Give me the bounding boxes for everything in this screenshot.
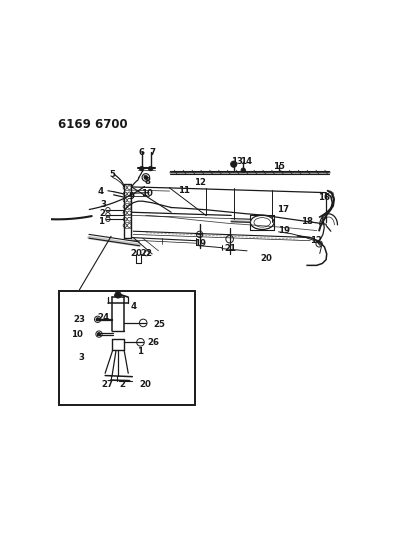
Text: 20: 20 [260,254,272,263]
Text: 14: 14 [240,157,253,166]
Text: 4: 4 [98,187,104,196]
Circle shape [241,168,246,172]
Text: 17: 17 [277,205,289,214]
Text: 16: 16 [319,192,330,201]
Circle shape [98,333,101,336]
Circle shape [144,175,148,180]
Text: 21: 21 [224,244,237,253]
Text: 11: 11 [178,185,190,195]
Text: 1: 1 [137,348,143,357]
Text: 20: 20 [131,249,142,259]
Text: 1: 1 [98,217,104,226]
Text: 24: 24 [98,313,110,322]
Text: 23: 23 [73,316,85,325]
Text: 27: 27 [102,380,114,389]
Text: 2: 2 [120,380,126,389]
Text: 2: 2 [99,209,105,219]
Circle shape [115,292,121,298]
Circle shape [96,318,99,321]
Bar [59,292,195,405]
Text: 12: 12 [194,177,206,187]
Text: 8: 8 [144,177,151,186]
Text: 7: 7 [149,148,155,157]
Circle shape [140,166,144,171]
Text: 6: 6 [138,148,144,157]
Text: 10: 10 [140,189,153,198]
Text: 19: 19 [278,226,290,235]
Text: 15: 15 [273,162,285,171]
Text: 6169 6700: 6169 6700 [58,118,128,131]
Text: 3: 3 [78,353,84,362]
Text: 26: 26 [147,338,160,348]
Text: 13: 13 [231,157,243,166]
Text: 12: 12 [310,236,322,245]
Text: 22: 22 [140,249,153,259]
Text: 10: 10 [71,330,82,340]
Text: 4: 4 [131,302,137,311]
Text: 5: 5 [110,170,115,179]
Text: 20: 20 [140,380,152,389]
Text: 19: 19 [194,239,206,248]
Text: 25: 25 [153,320,165,329]
Circle shape [149,166,153,171]
Text: 9: 9 [129,192,135,201]
Circle shape [231,161,237,167]
Text: 18: 18 [301,217,313,226]
Text: 3: 3 [100,200,106,209]
